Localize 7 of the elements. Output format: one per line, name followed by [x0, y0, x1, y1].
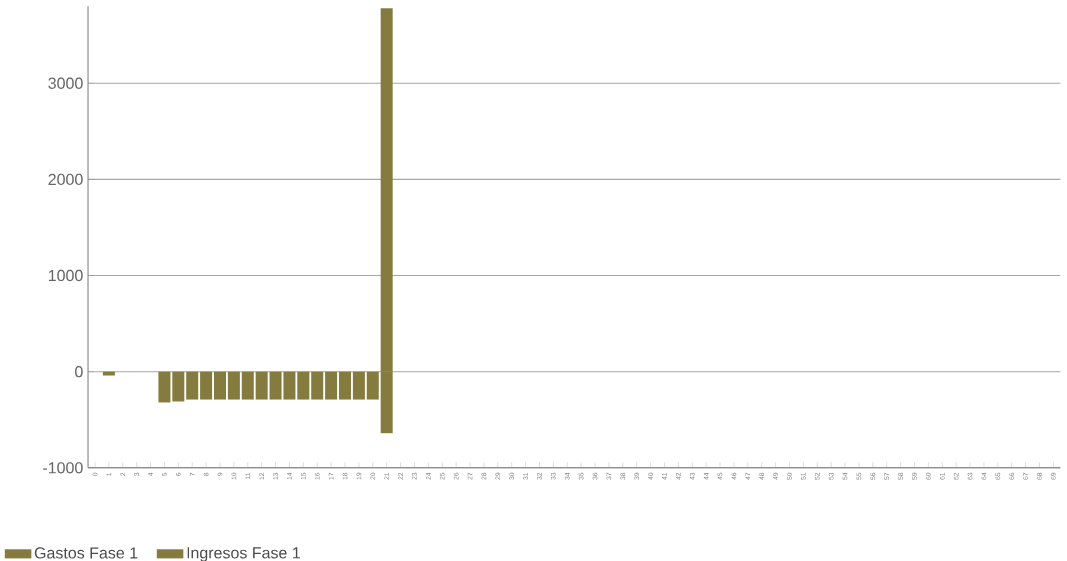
y-tick-label: 2000: [48, 173, 83, 185]
legend-label: Ingresos Fase 1: [187, 547, 300, 561]
y-tick-label: 3000: [48, 77, 83, 89]
y-tick-label: -1000: [43, 462, 83, 474]
y-tick-label: 1000: [48, 269, 83, 282]
legend-label: Gastos Fase 1: [34, 547, 138, 559]
y-tick-label: 0: [75, 365, 83, 378]
